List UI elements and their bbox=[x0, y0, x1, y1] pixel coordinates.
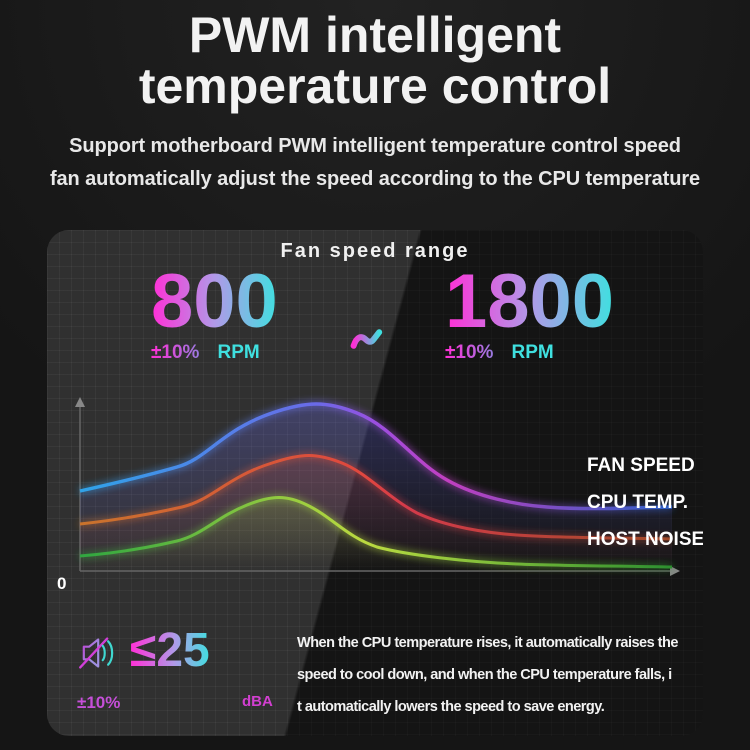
svg-text:0: 0 bbox=[57, 574, 66, 593]
